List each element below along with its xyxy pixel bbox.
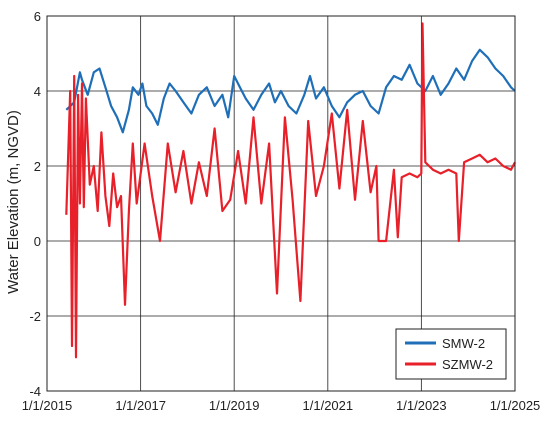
y-axis-title: Water Elevation (m, NGVD): [5, 110, 22, 294]
legend: SMW-2 SZMW-2: [395, 328, 507, 380]
y-axis-ticks: -4 -2 0 2 4 6: [29, 9, 41, 399]
y-tick-label: 2: [34, 159, 41, 174]
x-tick-label: 1/1/2019: [209, 398, 260, 413]
y-tick-label: -2: [29, 309, 41, 324]
y-tick-label: -4: [29, 384, 41, 399]
y-tick-label: 0: [34, 234, 41, 249]
x-tick-label: 1/1/2017: [115, 398, 166, 413]
x-tick-label: 1/1/2021: [303, 398, 354, 413]
legend-label-smw-2: SMW-2: [442, 336, 485, 351]
plot-frame: [46, 15, 516, 392]
series-line-smw-2: [65, 48, 516, 134]
x-tick-label: 1/1/2023: [396, 398, 447, 413]
x-axis-ticks: 1/1/2015 1/1/2017 1/1/2019 1/1/2021 1/1/2023…: [22, 398, 541, 413]
x-tick-label: 1/1/2015: [22, 398, 73, 413]
series-layer: [65, 22, 516, 359]
legend-box: [395, 328, 507, 380]
series-line-szmw-2: [65, 22, 516, 359]
x-tick-label: 1/1/2025: [490, 398, 541, 413]
y-tick-label: 6: [34, 9, 41, 24]
legend-label-szmw-2: SZMW-2: [442, 357, 493, 372]
y-tick-label: 4: [34, 84, 41, 99]
